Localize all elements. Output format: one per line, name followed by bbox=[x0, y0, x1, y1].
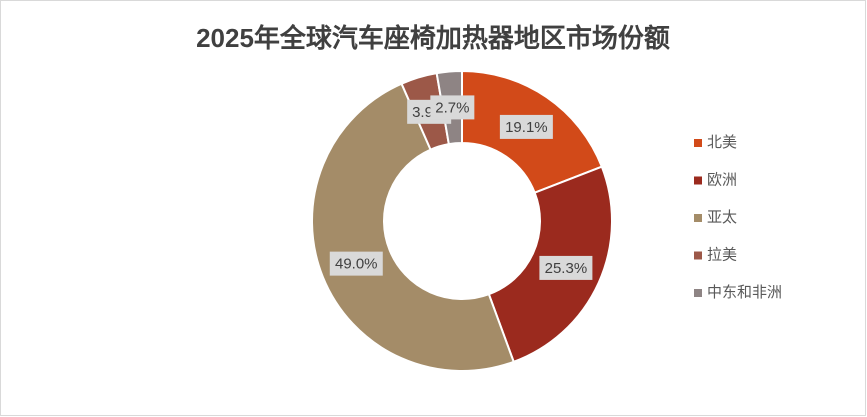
data-label-box bbox=[539, 255, 593, 280]
data-label: 25.3% bbox=[545, 260, 588, 277]
data-label: 19.1% bbox=[505, 119, 548, 136]
chart-title: 2025年全球汽车座椅加热器地区市场份额 bbox=[196, 23, 670, 53]
legend-label: 欧洲 bbox=[707, 171, 737, 188]
legend-swatch bbox=[694, 251, 702, 260]
legend-label: 中东和非洲 bbox=[707, 284, 782, 301]
donut-slice bbox=[311, 82, 515, 372]
data-label-box bbox=[430, 95, 475, 120]
legend-label: 北美 bbox=[707, 134, 737, 151]
data-label-box bbox=[329, 251, 383, 276]
legend-label: 拉美 bbox=[707, 246, 737, 263]
legend-swatch bbox=[694, 139, 702, 147]
data-label: 2.7% bbox=[435, 99, 469, 116]
legend-label: 亚太 bbox=[707, 209, 737, 226]
legend-swatch bbox=[694, 289, 702, 297]
legend-swatch bbox=[694, 214, 702, 222]
data-label: 49.0% bbox=[335, 256, 378, 273]
data-label-box bbox=[499, 114, 553, 139]
legend-swatch bbox=[694, 176, 702, 185]
